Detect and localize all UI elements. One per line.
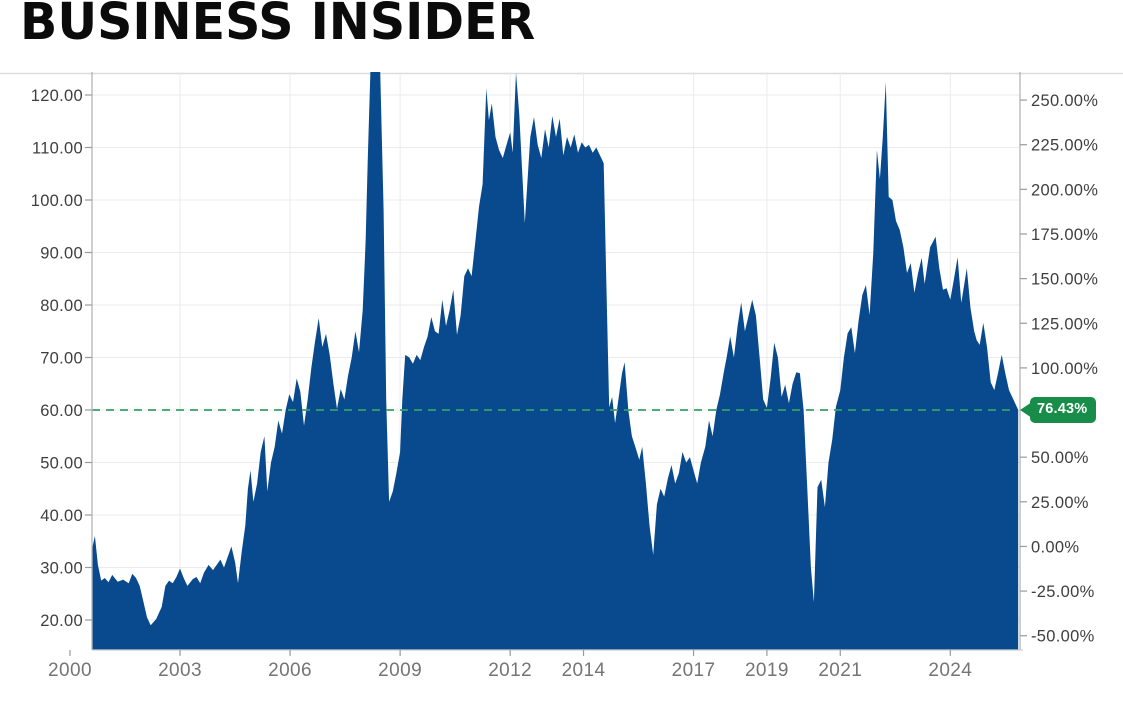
y-axis-right-labels: 250.00% 225.00% 200.00% 175.00% 150.00% 125.0… xyxy=(1031,92,1098,646)
badge-arrow-left-icon xyxy=(1020,402,1032,418)
x-axis-tick-label: 2017 xyxy=(672,660,716,681)
x-axis-tick-label: 2009 xyxy=(378,660,422,681)
x-axis-tick-label: 2014 xyxy=(562,660,606,681)
x-axis-tick-label: 2006 xyxy=(268,660,312,681)
y-axis-left-tick-label: 90.00 xyxy=(40,245,83,263)
price-area-series[interactable] xyxy=(92,58,1019,650)
tick-marks xyxy=(69,94,1027,656)
axis-lines xyxy=(91,72,1023,651)
y-axis-left-tick-label: 110.00 xyxy=(32,140,83,158)
x-axis-tick-label: 2003 xyxy=(158,660,202,681)
y-axis-right-tick-label: 50.00% xyxy=(1031,449,1089,467)
y-axis-right-tick-label: 25.00% xyxy=(1031,494,1089,512)
business-insider-masthead: BUSINESS INSIDER xyxy=(20,0,536,52)
y-axis-left-tick-label: 30.00 xyxy=(40,560,83,578)
y-axis-left-tick-label: 120.00 xyxy=(31,87,83,105)
y-axis-left-tick-label: 50.00 xyxy=(40,455,83,473)
y-axis-left-tick-label: 60.00 xyxy=(40,402,83,420)
y-axis-right-tick-label: 0.00% xyxy=(1031,538,1079,556)
x-axis-labels: 2000 2003 2006 2009 2012 2014 2017 2019 2021 2024 xyxy=(48,660,972,681)
y-axis-left-tick-label: 20.00 xyxy=(40,612,83,630)
last-value-badge: 76.43% xyxy=(1020,397,1097,423)
y-axis-left-tick-label: 80.00 xyxy=(40,297,83,315)
y-axis-left-tick-label: 40.00 xyxy=(40,507,83,525)
x-axis-tick-label: 2000 xyxy=(48,660,92,681)
y-axis-right-tick-label: 225.00% xyxy=(1031,137,1098,155)
x-axis-tick-label: 2012 xyxy=(488,660,532,681)
x-axis-tick-label: 2024 xyxy=(928,660,972,681)
y-axis-right-tick-label: 250.00% xyxy=(1031,92,1098,110)
x-axis-tick-label: 2019 xyxy=(745,660,789,681)
y-axis-right-tick-label: -50.00% xyxy=(1031,628,1095,646)
y-axis-right-tick-label: 100.00% xyxy=(1031,360,1098,378)
y-axis-right-tick-label: 200.00% xyxy=(1031,181,1098,199)
y-axis-right-tick-label: 150.00% xyxy=(1031,271,1098,289)
area-series-group[interactable] xyxy=(92,58,1019,650)
x-axis-tick-label: 2021 xyxy=(818,660,862,681)
y-axis-right-tick-label: 125.00% xyxy=(1031,315,1098,333)
y-axis-right-tick-label: 175.00% xyxy=(1031,226,1098,244)
y-axis-left-labels: 120.00 110.00 100.00 90.00 80.00 70.00 60.00 50… xyxy=(31,87,83,630)
y-axis-left-tick-label: 100.00 xyxy=(31,192,83,210)
y-axis-right-tick-label: -25.00% xyxy=(1031,583,1095,601)
badge-label: 76.43% xyxy=(1030,397,1097,423)
y-axis-left-tick-label: 70.00 xyxy=(40,350,83,368)
